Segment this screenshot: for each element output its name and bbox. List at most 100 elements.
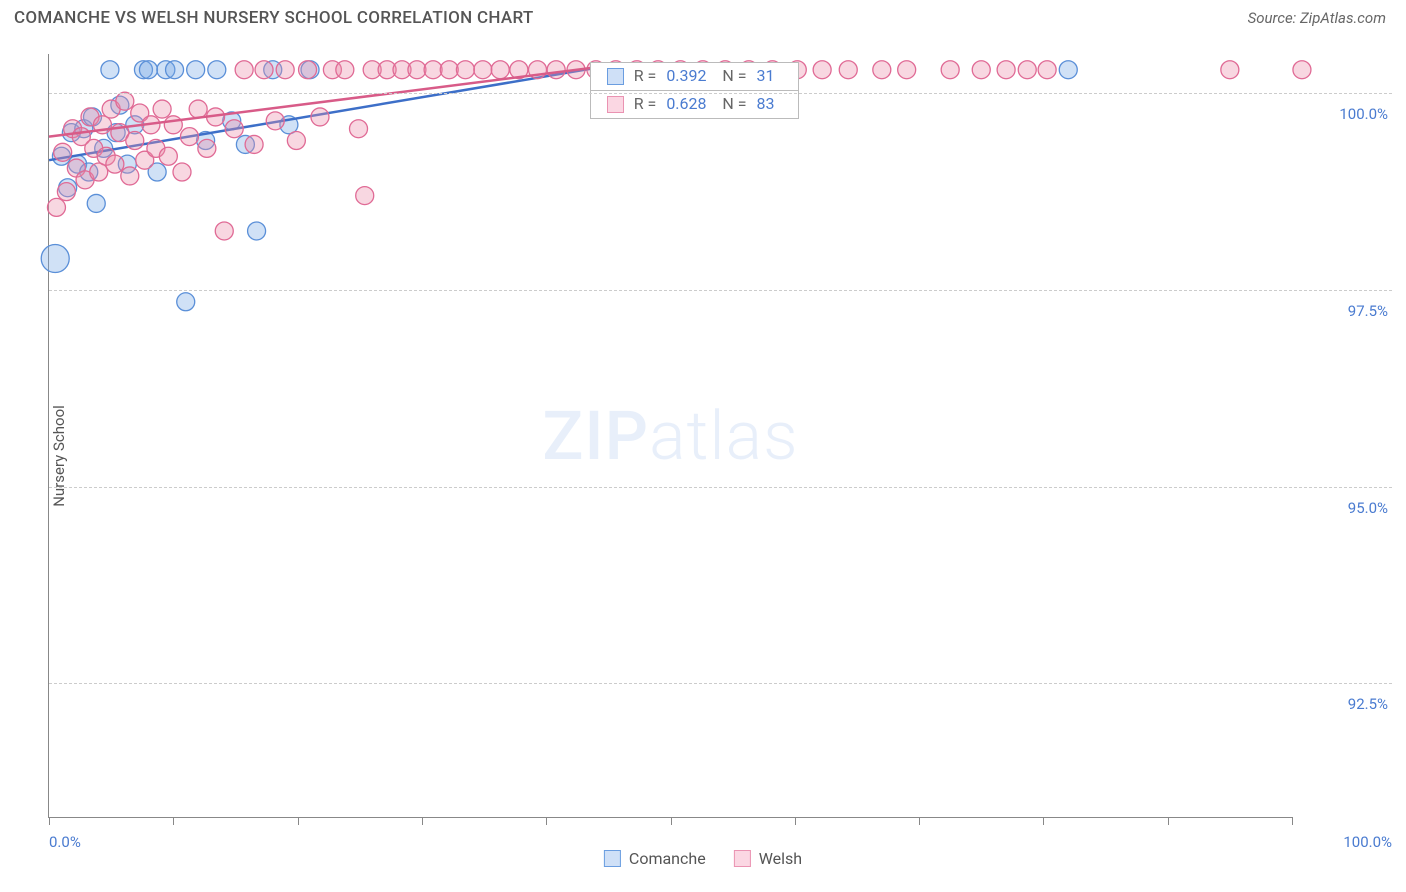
source-attribution: Source: ZipAtlas.com [1248, 9, 1386, 27]
scatter-point-welsh [54, 143, 72, 161]
correlation-legend: R = 0.392 N = 31 R = 0.628 N = 83 [590, 62, 800, 119]
scatter-point-welsh [336, 61, 354, 79]
scatter-point-comanche [208, 61, 226, 79]
scatter-point-welsh [1018, 61, 1036, 79]
scatter-point-welsh [255, 61, 273, 79]
y-tick-label: 97.5% [1298, 302, 1388, 320]
y-tick-label: 95.0% [1298, 499, 1388, 517]
x-tick-label: 100.0% [1343, 833, 1392, 851]
scatter-point-welsh [47, 198, 65, 216]
legend-item-comanche: Comanche [604, 849, 706, 868]
scatter-point-welsh [873, 61, 891, 79]
scatter-point-welsh [189, 100, 207, 118]
scatter-point-comanche [177, 293, 195, 311]
scatter-point-welsh [116, 92, 134, 110]
plot-area: ZIPatlas R =0.392N =31R =0.628N =83 92.5… [48, 54, 1292, 818]
x-tick [546, 817, 547, 825]
scatter-point-welsh [159, 147, 177, 165]
scatter-point-comanche [187, 61, 205, 79]
legend-r-label: R = [634, 96, 657, 112]
series-legend: Comanche Welsh [604, 849, 802, 868]
scatter-point-welsh [311, 108, 329, 126]
gridline-h [49, 290, 1392, 291]
scatter-point-welsh [225, 120, 243, 138]
scatter-point-welsh [276, 61, 294, 79]
scatter-point-welsh [245, 135, 263, 153]
x-tick [795, 817, 796, 825]
scatter-point-welsh [153, 100, 171, 118]
scatter-point-welsh [287, 132, 305, 150]
scatter-point-welsh [1221, 61, 1239, 79]
scatter-point-welsh [491, 61, 509, 79]
legend-n-value: 31 [756, 68, 782, 84]
legend-r-value: 0.628 [666, 96, 712, 112]
y-tick-label: 100.0% [1298, 105, 1388, 123]
x-tick [671, 817, 672, 825]
scatter-point-welsh [456, 61, 474, 79]
x-tick [1043, 817, 1044, 825]
gridline-h [49, 93, 1392, 94]
scatter-point-welsh [266, 112, 284, 130]
x-tick-label: 0.0% [49, 833, 81, 851]
scatter-point-comanche [139, 61, 157, 79]
y-tick-label: 92.5% [1298, 695, 1388, 713]
x-tick [1292, 817, 1293, 825]
scatter-point-welsh [408, 61, 426, 79]
scatter-point-welsh [839, 61, 857, 79]
legend-swatch-welsh [607, 96, 624, 113]
legend-r-value: 0.392 [666, 68, 712, 84]
scatter-point-welsh [180, 128, 198, 146]
x-tick [173, 817, 174, 825]
plot-svg [49, 54, 1292, 817]
legend-n-value: 83 [756, 96, 782, 112]
scatter-point-welsh [126, 132, 144, 150]
legend-row-comanche: R = 0.392 N = 31 [591, 63, 799, 90]
scatter-point-comanche [101, 61, 119, 79]
scatter-point-comanche [41, 245, 69, 273]
scatter-point-welsh [424, 61, 442, 79]
x-tick [422, 817, 423, 825]
scatter-point-welsh [57, 183, 75, 201]
scatter-point-welsh [997, 61, 1015, 79]
scatter-point-welsh [173, 163, 191, 181]
x-tick [298, 817, 299, 825]
scatter-point-comanche [87, 194, 105, 212]
scatter-point-welsh [235, 61, 253, 79]
scatter-point-welsh [972, 61, 990, 79]
gridline-h [49, 683, 1392, 684]
scatter-point-welsh [440, 61, 458, 79]
legend-label: Comanche [629, 849, 706, 868]
x-tick [49, 817, 50, 825]
gridline-h [49, 487, 1392, 488]
scatter-point-welsh [547, 61, 565, 79]
chart-header: COMANCHE VS WELSH NURSERY SCHOOL CORRELA… [0, 0, 1406, 32]
scatter-point-welsh [121, 167, 139, 185]
scatter-point-welsh [164, 116, 182, 134]
legend-n-label: N = [722, 96, 746, 112]
scatter-point-welsh [813, 61, 831, 79]
scatter-point-welsh [474, 61, 492, 79]
scatter-point-comanche [248, 222, 266, 240]
scatter-point-welsh [356, 187, 374, 205]
scatter-point-welsh [350, 120, 368, 138]
scatter-point-welsh [106, 155, 124, 173]
scatter-point-welsh [1038, 61, 1056, 79]
legend-item-welsh: Welsh [734, 849, 802, 868]
legend-swatch-welsh [734, 850, 751, 867]
scatter-point-welsh [898, 61, 916, 79]
scatter-point-comanche [166, 61, 184, 79]
scatter-point-comanche [1059, 61, 1077, 79]
legend-label: Welsh [759, 849, 802, 868]
scatter-point-welsh [215, 222, 233, 240]
chart-title: COMANCHE VS WELSH NURSERY SCHOOL CORRELA… [14, 8, 534, 28]
legend-swatch-comanche [604, 850, 621, 867]
scatter-point-welsh [198, 139, 216, 157]
legend-r-label: R = [634, 68, 657, 84]
scatter-point-welsh [299, 61, 317, 79]
scatter-point-welsh [941, 61, 959, 79]
x-tick [1168, 817, 1169, 825]
legend-n-label: N = [722, 68, 746, 84]
scatter-point-welsh [1293, 61, 1311, 79]
x-tick [919, 817, 920, 825]
chart-container: Nursery School ZIPatlas R =0.392N =31R =… [14, 40, 1392, 872]
